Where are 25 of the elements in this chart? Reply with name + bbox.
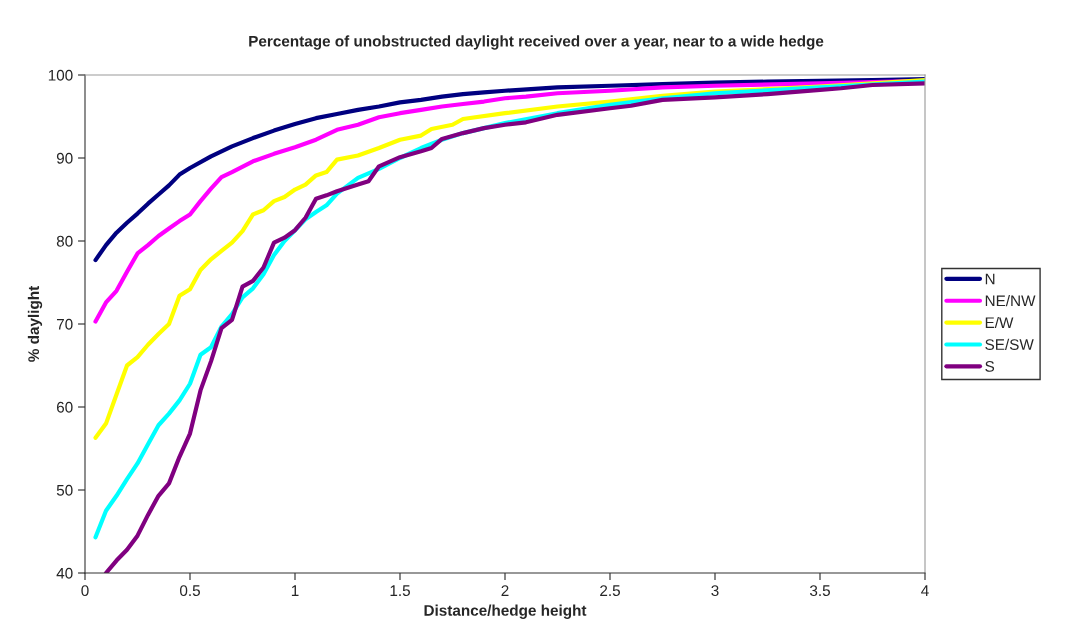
y-tick-label: 80	[56, 235, 73, 247]
x-tick-label: 0	[81, 585, 89, 597]
x-tick-label: 2.5	[600, 585, 620, 597]
chart-title: Percentage of unobstructed daylight received over a year, near to a wide hedge	[249, 35, 824, 50]
x-tick-label: 1	[291, 585, 299, 596]
y-tick-label: 50	[56, 484, 73, 496]
x-axis-title: Distance/hedge height	[424, 604, 587, 619]
y-tick-label: 70	[56, 318, 73, 330]
y-tick-label: 100	[48, 69, 73, 81]
x-tick-label: 2	[501, 585, 509, 596]
y-tick-label: 40	[56, 567, 73, 579]
x-tick-label: 4	[921, 585, 929, 596]
legend-label: N	[985, 273, 995, 285]
legend-label: S	[985, 361, 995, 372]
y-tick-label: 60	[56, 401, 73, 413]
line-series	[93, 77, 925, 263]
x-tick-label: 3.5	[809, 585, 830, 597]
legend-label: E/W	[985, 316, 1014, 329]
y-axis-title: % daylight	[27, 285, 43, 362]
x-tick-label: 1.5	[390, 585, 410, 597]
x-tick-label: 0.5	[179, 585, 200, 597]
legend-label: NE/NW	[985, 295, 1036, 307]
x-tick-label: 3	[711, 585, 719, 597]
y-tick-label: 90	[56, 152, 73, 164]
legend-label: SE/SW	[985, 338, 1034, 350]
